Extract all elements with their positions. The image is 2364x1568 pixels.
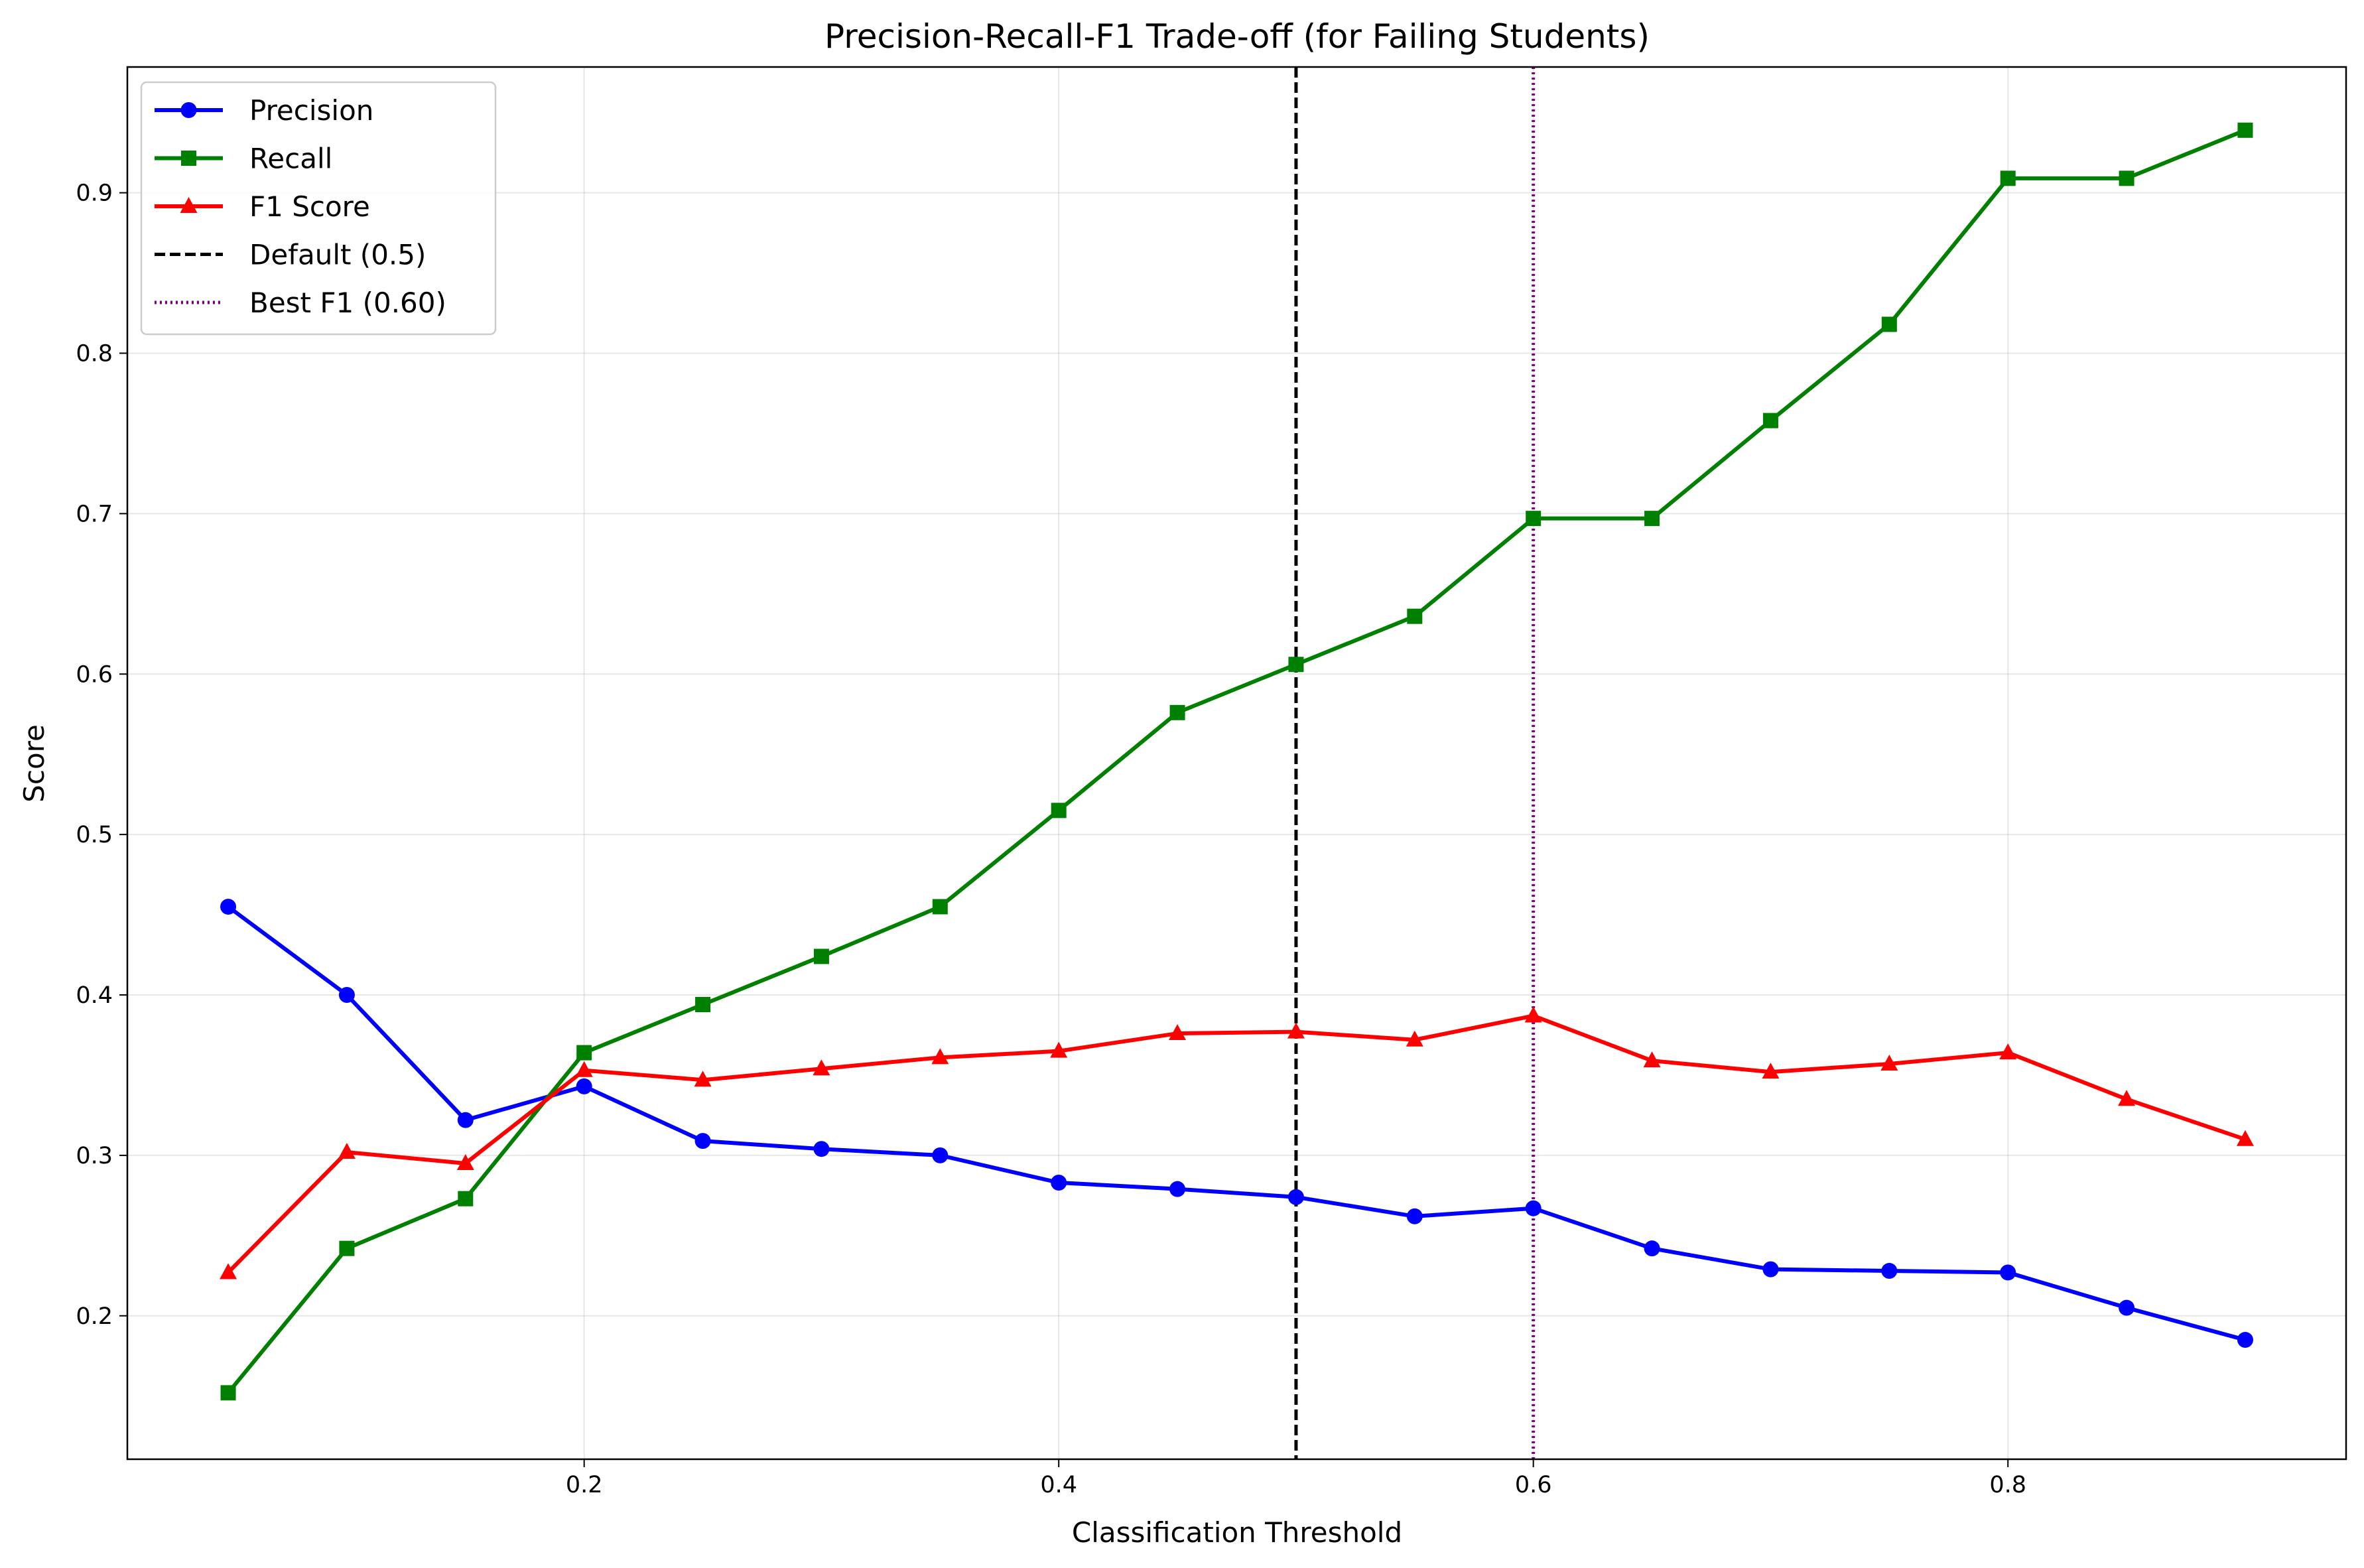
f1-score-point [1287, 1022, 1305, 1039]
f1-score-point [2236, 1130, 2254, 1146]
f1-score-point [1999, 1043, 2017, 1060]
f1-score-point [1524, 1006, 1542, 1023]
y-tick-label: 0.7 [76, 501, 113, 527]
recall-point [339, 1240, 355, 1256]
recall-point [576, 1045, 592, 1061]
f1-score-point [220, 1263, 237, 1279]
f1-score-point [694, 1071, 712, 1087]
precision-series [220, 898, 2253, 1348]
recall-point [1644, 511, 1660, 527]
x-axis-label: Classification Threshold [1072, 1516, 1402, 1549]
recall-point [1407, 608, 1423, 624]
recall-point [1526, 511, 1542, 527]
f1-score-point [1762, 1063, 1780, 1079]
x-tick-label: 0.6 [1515, 1472, 1552, 1498]
legend: Precision Recall F1 Score Default (0.5) Best… [140, 81, 497, 336]
f1-score-point [813, 1059, 830, 1076]
precision-point [932, 1147, 949, 1163]
y-tick-label: 0.9 [76, 180, 113, 207]
x-tick-label: 0.2 [566, 1472, 603, 1498]
f1-score-point [1050, 1041, 1068, 1058]
y-tick-label: 0.8 [76, 341, 113, 367]
y-tick-label: 0.4 [76, 982, 113, 1009]
precision-point [813, 1141, 830, 1157]
recall-point [695, 997, 711, 1013]
legend-recall-label: Recall [249, 143, 332, 175]
precision-point [1287, 1189, 1304, 1205]
f1-score-point [1169, 1024, 1187, 1041]
precision-point [1525, 1200, 1542, 1216]
recall-point [932, 899, 948, 915]
recall-point [1881, 316, 1897, 332]
f1-score-point [1406, 1030, 1423, 1047]
y-axis-label: Score [18, 724, 50, 803]
precision-point [220, 898, 237, 915]
plot-frame [126, 66, 2347, 1461]
f1-score-line [226, 1013, 2246, 1274]
precision-point [1406, 1208, 1423, 1224]
legend-f1-score-marker [180, 197, 198, 213]
precision-point [576, 1078, 592, 1094]
x-tick-label: 0.4 [1040, 1472, 1077, 1498]
f1-score-point [575, 1061, 593, 1077]
precision-point [1169, 1181, 1186, 1197]
recall-point [813, 948, 829, 964]
precision-point [2000, 1264, 2016, 1281]
legend-f1-score-label: F1 Score [249, 190, 370, 223]
recall-point [220, 1385, 236, 1401]
precision-point [1762, 1261, 1779, 1277]
y-tick-label: 0.2 [76, 1303, 113, 1330]
recall-point [458, 1191, 474, 1207]
recall-point [2119, 170, 2134, 186]
series-group [220, 122, 2254, 1401]
y-tick-label: 0.5 [76, 822, 113, 848]
precision-line [227, 905, 2246, 1342]
f1-score-point [1880, 1055, 1898, 1071]
precision-point [1644, 1240, 1660, 1257]
legend-best-f1-label: Best F1 (0.60) [249, 287, 446, 319]
recall-point [1169, 704, 1185, 720]
legend-recall-marker [181, 151, 196, 166]
precision-point [1051, 1175, 1067, 1191]
legend-default-label: Default (0.5) [249, 239, 426, 271]
recall-point [2237, 122, 2253, 138]
y-tick-label: 0.3 [76, 1143, 113, 1169]
f1-score-series [220, 1006, 2254, 1279]
recall-point [1288, 657, 1304, 673]
recall-series [220, 122, 2253, 1401]
legend-precision-marker [180, 102, 197, 118]
f1-score-point [2118, 1090, 2136, 1106]
y-tick-label: 0.6 [76, 661, 113, 688]
precision-point [338, 987, 355, 1004]
recall-point [1762, 413, 1778, 428]
precision-point [2119, 1299, 2135, 1316]
x-tick-label: 0.8 [1989, 1472, 2026, 1498]
precision-point [457, 1112, 474, 1128]
f1-score-point [456, 1153, 474, 1170]
f1-score-point [1643, 1051, 1661, 1068]
legend-box [140, 81, 497, 336]
precision-point [2237, 1332, 2253, 1348]
recall-point [1051, 803, 1067, 818]
reference-lines [1294, 67, 1536, 1459]
recall-line [226, 128, 2247, 1394]
recall-point [2000, 170, 2016, 186]
precision-point [1881, 1263, 1898, 1279]
legend-precision-label: Precision [249, 94, 373, 127]
f1-score-point [338, 1143, 356, 1159]
precision-point [694, 1133, 711, 1149]
f1-score-point [931, 1048, 949, 1065]
axis-ticks: 0.2 0.4 0.6 0.8 0.2 0.3 0.4 0.5 0.6 0.7 0.8 0.9 [76, 180, 2026, 1498]
chart-title: Precision-Recall-F1 Trade-off (for Faili… [824, 17, 1650, 56]
